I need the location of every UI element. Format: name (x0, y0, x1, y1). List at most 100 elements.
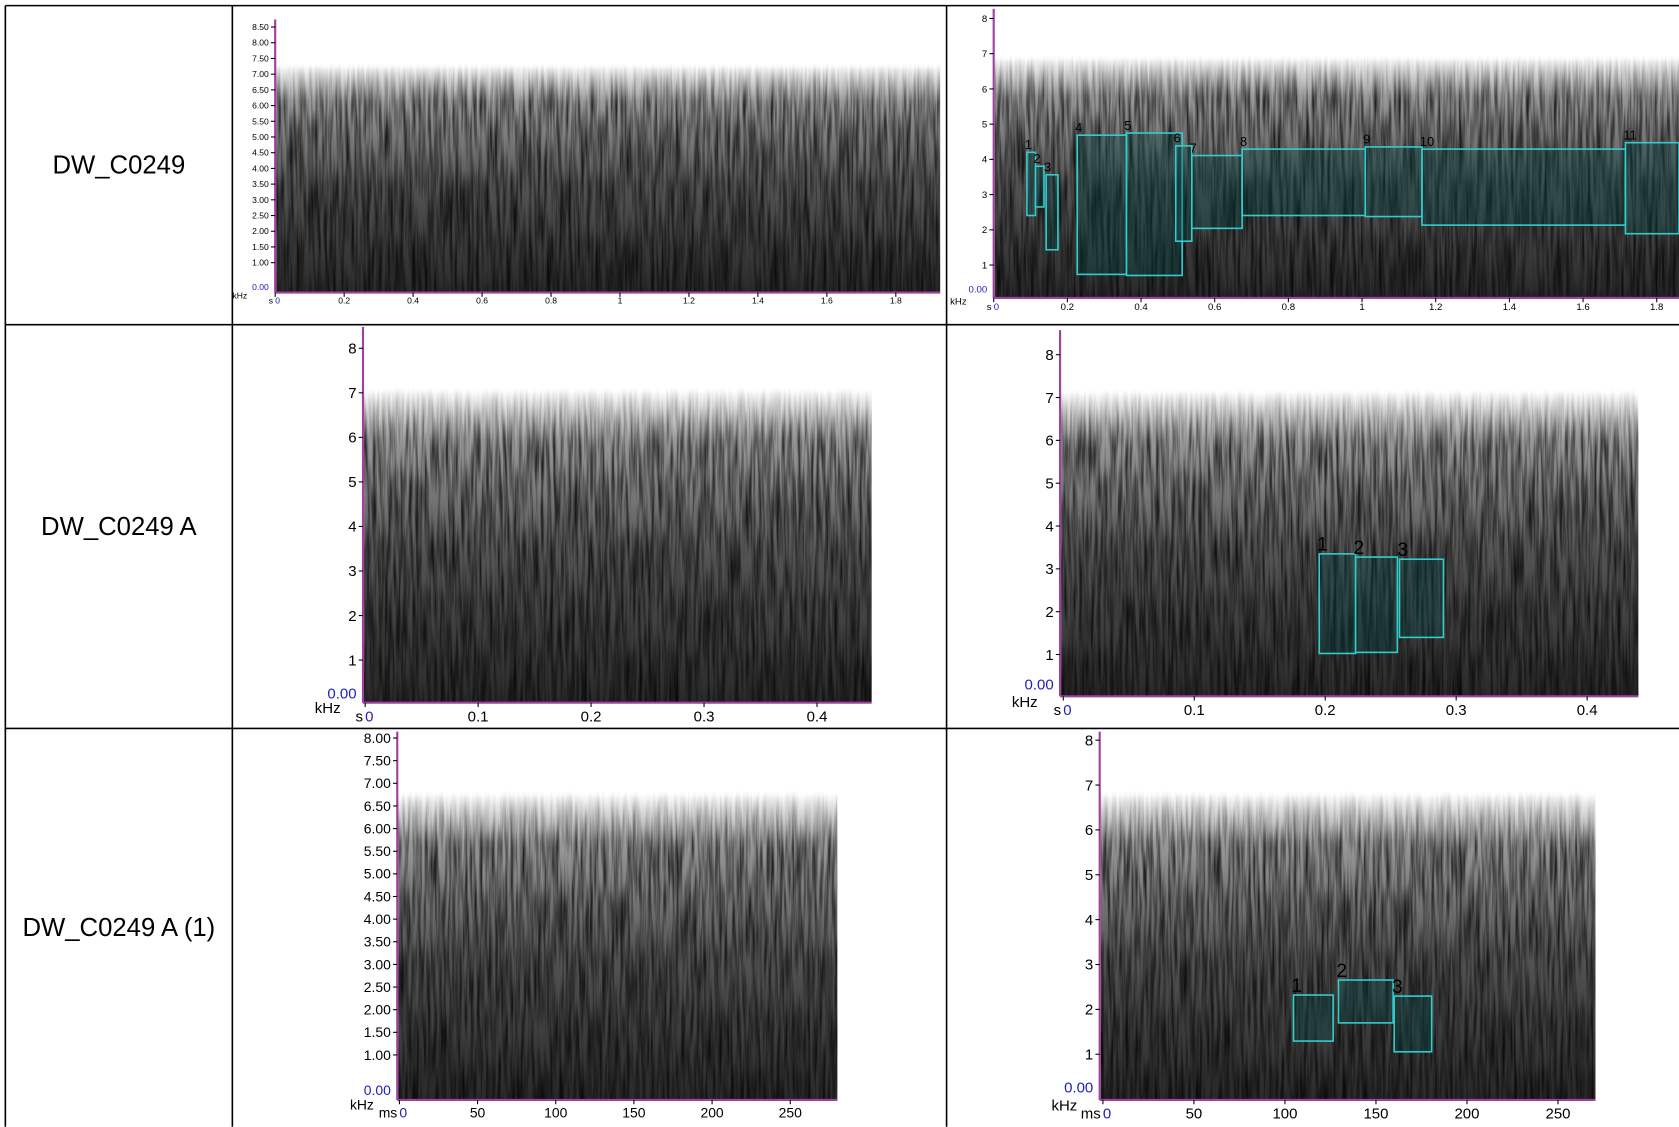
y-tick-label: 5 (1045, 475, 1053, 492)
y-zero-label: 0.00 (1064, 1079, 1093, 1096)
y-tick-label: 7.00 (252, 69, 269, 79)
y-zero-label: 0.00 (969, 285, 988, 296)
x-tick-label: 50 (470, 1104, 486, 1120)
x-tick-label: 1.8 (1650, 302, 1663, 313)
x-tick-label: 100 (1272, 1106, 1297, 1123)
selection-box (1354, 556, 1399, 654)
selection-box-label: 2 (1336, 961, 1347, 982)
y-tick-label: 2.00 (252, 226, 269, 236)
x-tick-label: 250 (779, 1104, 802, 1120)
row-label: DW_C0249 A (1) (22, 914, 215, 942)
y-tick-label: 5.00 (364, 866, 391, 882)
x-tick-label: 100 (544, 1104, 567, 1120)
row-label: DW_C0249 A (41, 513, 197, 541)
selection-box-label: 3 (1392, 977, 1403, 998)
x-tick-label: 0.2 (581, 708, 602, 725)
y-tick-label: 3.00 (364, 956, 391, 972)
selection-box (1393, 995, 1433, 1053)
selection-box (1364, 146, 1423, 218)
y-unit: kHz (315, 700, 341, 717)
x-tick-label: 0.2 (1061, 302, 1074, 313)
x-unit: s (355, 708, 363, 725)
x-unit: s (269, 295, 273, 305)
x-tick-label: 0.1 (1184, 702, 1205, 719)
selection-box-label: 4 (1075, 120, 1082, 135)
selection-box-label: 1 (1291, 976, 1302, 997)
selection-box-label: 2 (1353, 538, 1364, 559)
y-tick-label: 4 (982, 155, 988, 166)
spectrogram-noise (994, 8, 1679, 298)
x-tick-label: 0.2 (338, 295, 350, 305)
y-zero-label: 0.00 (252, 282, 269, 292)
y-tick-label: 8 (1085, 732, 1093, 749)
y-tick-label: 1 (1085, 1046, 1093, 1063)
y-tick-label: 5 (982, 120, 987, 131)
y-tick-label: 4.50 (252, 148, 269, 158)
selection-box-label: 11 (1623, 127, 1636, 142)
y-tick-label: 5.00 (252, 132, 269, 142)
selection-box-label: 10 (1420, 134, 1434, 149)
selection-box (1045, 173, 1059, 251)
x-unit: ms (1081, 1106, 1101, 1123)
x-tick-label: 150 (1363, 1106, 1388, 1123)
selection-box-label: 1 (1317, 535, 1328, 556)
x-tick-label: 0 (275, 295, 280, 305)
y-tick-label: 3 (1085, 957, 1093, 974)
y-tick-label: 2.00 (364, 1002, 391, 1018)
y-tick-label: 2 (982, 225, 987, 236)
x-tick-label: 1 (618, 295, 623, 305)
y-tick-label: 1.50 (364, 1024, 391, 1040)
y-tick-label: 2.50 (252, 211, 269, 221)
x-tick-label: 1.2 (683, 295, 695, 305)
y-unit: kHz (950, 297, 967, 308)
y-tick-label: 1.00 (364, 1047, 391, 1063)
x-tick-label: 0.1 (468, 708, 489, 725)
x-tick-label: 0.4 (407, 295, 419, 305)
selection-box (1241, 148, 1367, 217)
x-tick-label: 50 (1186, 1106, 1203, 1123)
selection-box-label: 8 (1240, 134, 1247, 149)
y-tick-label: 8 (348, 341, 356, 358)
y-tick-label: 6.00 (252, 101, 269, 111)
x-tick-label: 1 (1359, 302, 1364, 313)
x-tick-label: 0.8 (1282, 302, 1295, 313)
y-tick-label: 3.50 (364, 934, 391, 950)
y-tick-label: 7 (348, 385, 356, 402)
x-tick-label: 250 (1545, 1106, 1570, 1123)
y-tick-label: 8 (982, 14, 987, 25)
selection-box (1125, 132, 1183, 277)
x-unit: ms (379, 1104, 398, 1120)
y-tick-label: 6 (1085, 822, 1093, 839)
y-tick-label: 7 (1085, 777, 1093, 794)
x-tick-label: 1.4 (1503, 302, 1517, 313)
x-tick-label: 200 (700, 1104, 723, 1120)
y-tick-label: 2 (1085, 1002, 1093, 1019)
x-tick-label: 150 (622, 1104, 645, 1120)
y-tick-label: 8.00 (364, 730, 391, 746)
y-tick-label: 6 (348, 430, 356, 447)
y-tick-label: 4 (348, 519, 356, 536)
selection-box (1292, 994, 1334, 1042)
selection-box-label: 6 (1174, 131, 1181, 146)
y-zero-label: 0.00 (1024, 677, 1053, 694)
x-tick-label: 0.2 (1315, 702, 1336, 719)
selection-box-label: 3 (1397, 540, 1408, 561)
x-tick-label: 0.4 (1134, 302, 1148, 313)
x-tick-label: 0.6 (1208, 302, 1221, 313)
y-tick-label: 3.50 (252, 179, 269, 189)
y-tick-label: 1 (982, 260, 987, 271)
y-tick-label: 4 (1045, 518, 1053, 535)
y-tick-label: 7.50 (364, 753, 391, 769)
spectrogram-noise (364, 326, 872, 703)
x-tick-label: 0 (365, 708, 373, 725)
y-tick-label: 4.00 (252, 163, 269, 173)
x-tick-label: 0 (399, 1104, 407, 1120)
x-tick-label: 0 (994, 302, 999, 313)
y-tick-label: 4 (1085, 912, 1093, 929)
spectrogram-noise (1061, 330, 1639, 697)
y-tick-label: 6 (1045, 433, 1053, 450)
selection-box-label: 1 (1025, 137, 1032, 152)
y-tick-label: 3.00 (252, 195, 269, 205)
